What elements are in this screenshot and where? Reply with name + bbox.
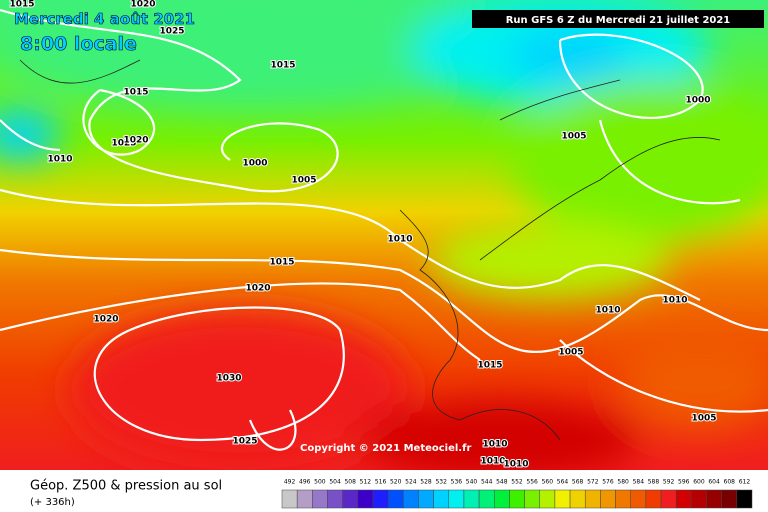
legend-swatch xyxy=(387,489,404,509)
legend-label: 604 xyxy=(708,479,720,486)
legend-label: 596 xyxy=(678,479,690,486)
legend-swatch xyxy=(569,489,586,509)
legend-swatch xyxy=(524,489,540,509)
legend-swatch xyxy=(403,489,419,509)
legend-swatch xyxy=(706,489,722,509)
legend-swatch xyxy=(312,489,328,509)
legend-swatch xyxy=(509,489,525,509)
legend-label: 548 xyxy=(496,479,508,486)
run-info: Run GFS 6 Z du Mercredi 21 juillet 2021 xyxy=(506,15,731,26)
legend-swatch xyxy=(296,489,313,509)
legend-label: 556 xyxy=(526,479,538,486)
isobar-label: 1015 xyxy=(270,61,295,71)
legend-label: 496 xyxy=(299,479,311,486)
isobar-label: 1005 xyxy=(691,414,716,424)
legend-swatch xyxy=(342,489,359,509)
run-box xyxy=(472,10,764,28)
isobar-label: 1015 xyxy=(269,258,294,268)
legend-label: 580 xyxy=(617,479,629,486)
isobar-label: 1015 xyxy=(477,361,502,371)
isobar-label: 1010 xyxy=(503,460,528,470)
isobar-label: 1000 xyxy=(685,96,710,106)
legend-swatch xyxy=(448,489,465,509)
legend-label: 536 xyxy=(451,479,463,486)
legend-label: 576 xyxy=(602,479,614,486)
footer-title: Géop. Z500 & pression au sol xyxy=(30,479,222,494)
legend-label: 540 xyxy=(466,479,478,486)
isobar-label: 1005 xyxy=(291,176,316,186)
isobars xyxy=(0,8,768,451)
legend-label: 492 xyxy=(284,479,296,486)
legend-swatch xyxy=(736,489,753,509)
legend-swatch xyxy=(645,489,662,509)
legend-label: 544 xyxy=(481,479,493,486)
isobar-label: 1025 xyxy=(159,27,184,37)
legend-swatch xyxy=(675,489,692,509)
isobar-label: 1030 xyxy=(216,374,241,384)
legend-swatch xyxy=(615,489,631,509)
isobar-label: 1015 xyxy=(123,88,148,98)
isobar-label: 1020 xyxy=(93,315,118,325)
isobar-label: 1020 xyxy=(245,284,270,294)
legend-label: 520 xyxy=(390,479,402,486)
legend-label: 508 xyxy=(344,479,356,486)
legend-swatch xyxy=(721,489,738,509)
legend-label: 612 xyxy=(739,479,751,486)
coastlines xyxy=(19,59,721,441)
legend-label: 600 xyxy=(693,479,705,486)
isobar-label: 1020 xyxy=(130,0,155,10)
legend-label: 560 xyxy=(542,479,554,486)
legend-label: 532 xyxy=(435,479,447,486)
legend-swatch xyxy=(584,489,601,509)
copyright: Copyright © 2021 Meteociel.fr xyxy=(300,443,471,454)
forecast-time: 8:00 locale xyxy=(20,33,137,55)
legend-label: 504 xyxy=(329,479,341,486)
legend-swatch xyxy=(554,489,571,509)
legend-label: 572 xyxy=(587,479,599,486)
legend-label: 588 xyxy=(648,479,660,486)
legend-swatch xyxy=(494,489,510,509)
legend-swatch xyxy=(463,489,480,509)
isobar-label: 1015 xyxy=(9,0,34,10)
legend: 492 496 500 504 508 512 516 520 524 528 532 536 540 5… xyxy=(281,479,753,509)
legend-label: 608 xyxy=(724,479,736,486)
legend-label: 552 xyxy=(511,479,523,486)
isobar-label: 1010 xyxy=(662,296,687,306)
isobar-label: 1005 xyxy=(558,348,583,358)
legend-label: 584 xyxy=(633,479,645,486)
isobar-label: 1025 xyxy=(111,139,136,149)
isobar-label: 1025 xyxy=(232,437,257,447)
legend-label: 592 xyxy=(663,479,675,486)
isobar-label: 1010 xyxy=(387,235,412,245)
isobar-label: 1010 xyxy=(595,306,620,316)
isobar-label: 1010 xyxy=(47,155,72,165)
legend-label: 568 xyxy=(572,479,584,486)
legend-label: 564 xyxy=(557,479,569,486)
legend-swatch xyxy=(327,489,343,509)
legend-swatch xyxy=(630,489,647,509)
legend-label: 500 xyxy=(314,479,326,486)
legend-swatch xyxy=(372,489,389,509)
legend-label: 512 xyxy=(360,479,372,486)
legend-swatch xyxy=(691,489,707,509)
legend-swatch xyxy=(660,489,677,509)
legend-swatch xyxy=(281,489,298,509)
legend-label: 516 xyxy=(375,479,387,486)
legend-label: 528 xyxy=(420,479,432,486)
isobar-label: 1020 xyxy=(123,136,148,146)
legend-swatch xyxy=(539,489,556,509)
legend-swatch xyxy=(418,489,434,509)
legend-swatch xyxy=(357,489,374,509)
legend-swatch xyxy=(433,489,450,509)
forecast-date: Mercredi 4 août 2021 xyxy=(14,10,195,28)
legend-label: 524 xyxy=(405,479,417,486)
footer-lead: (+ 336h) xyxy=(30,497,75,508)
isobar-label: 1010 xyxy=(482,440,507,450)
legend-swatch xyxy=(600,489,616,509)
isobar-label: 1010 xyxy=(480,457,505,467)
isobar-label: 1005 xyxy=(561,132,586,142)
isobar-label: 1000 xyxy=(242,159,267,169)
legend-swatch xyxy=(478,489,495,509)
